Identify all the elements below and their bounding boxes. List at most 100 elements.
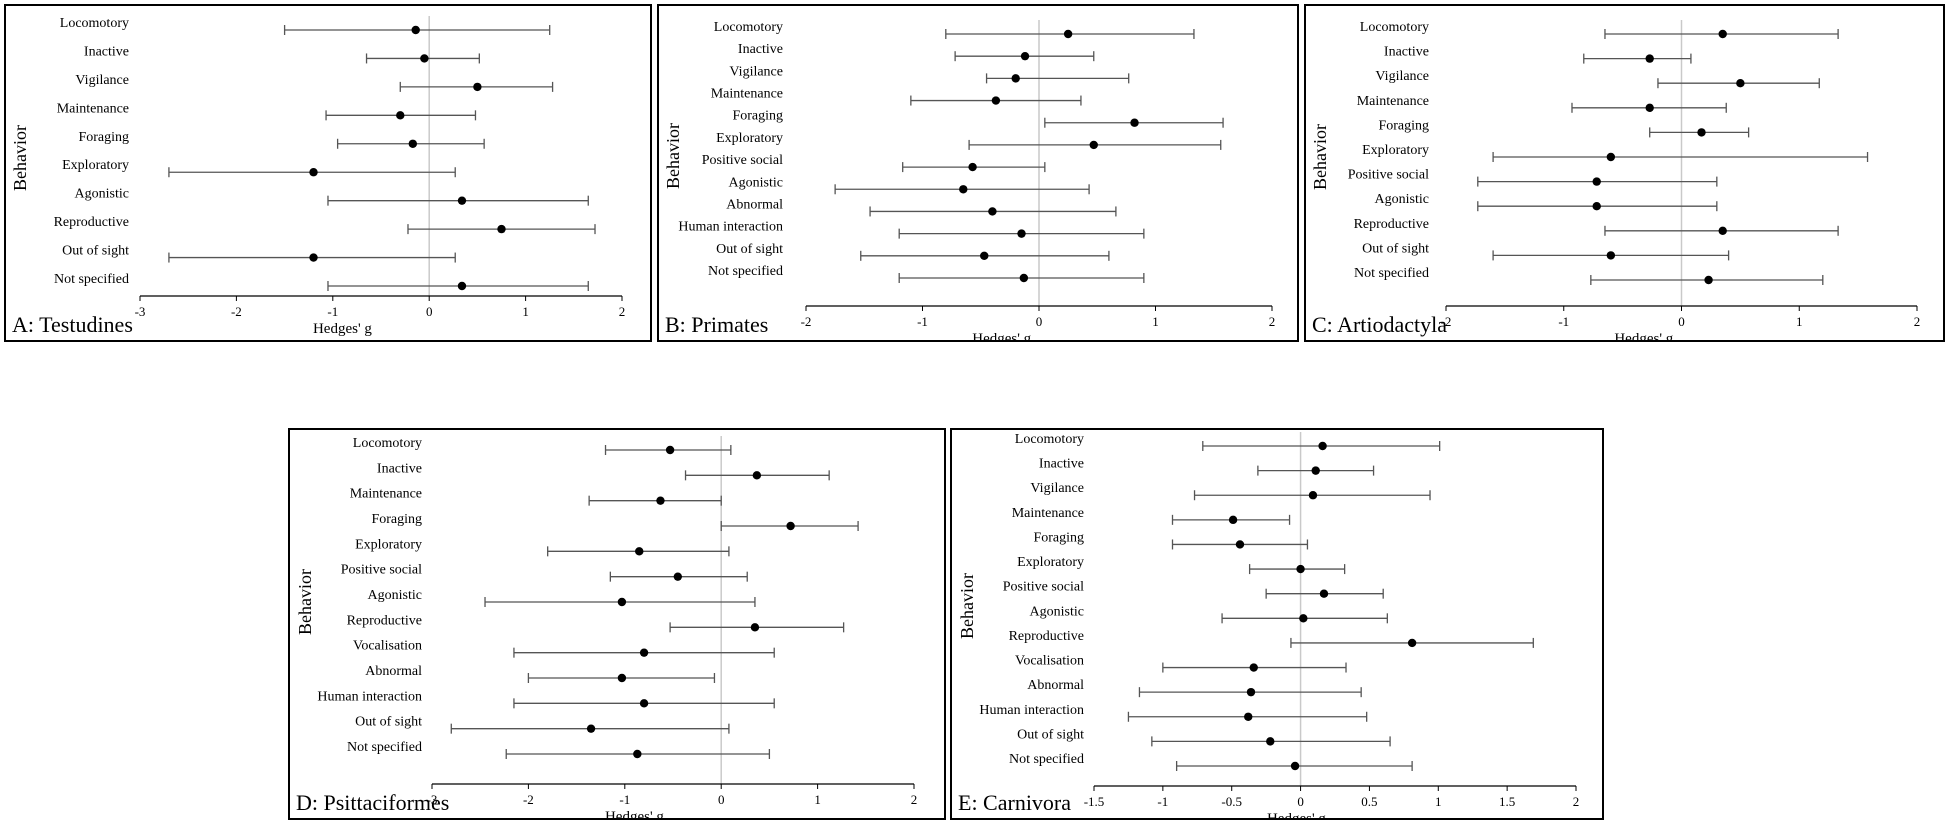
- x-tick-label: -2: [801, 314, 812, 329]
- category-label: Vigilance: [729, 64, 783, 79]
- effect-size-point: [1063, 29, 1073, 39]
- effect-size-point: [1244, 712, 1253, 721]
- category-label: Foraging: [78, 130, 129, 145]
- effect-size-point: [656, 496, 665, 505]
- category-label: Not specified: [347, 740, 422, 755]
- category-label: Locomotory: [1360, 20, 1429, 35]
- category-label: Locomotory: [1015, 432, 1084, 447]
- effect-size-point: [457, 281, 467, 291]
- x-tick-label: 1: [814, 792, 821, 807]
- effect-size-point: [1017, 229, 1026, 238]
- effect-size-point: [1718, 226, 1727, 235]
- x-tick-label: -3: [427, 792, 438, 807]
- x-tick-label: -2: [1441, 314, 1452, 329]
- y-axis-title: Behavior: [663, 123, 683, 189]
- y-axis-title: Behavior: [10, 125, 30, 191]
- x-tick-label: 0: [426, 304, 433, 319]
- category-label: Positive social: [1003, 580, 1084, 595]
- effect-size-point: [1704, 275, 1713, 285]
- chart-svg: -3 -2 -1 0 1 2 Hedges' g Behavior Locomotory Inac…: [10, 16, 625, 337]
- effect-size-point: [1645, 54, 1654, 63]
- effect-size-point: [1592, 177, 1601, 186]
- category-label: Out of sight: [62, 244, 129, 259]
- x-tick-label: 2: [911, 792, 918, 807]
- category-label: Abnormal: [1027, 678, 1084, 693]
- x-axis-title: Hedges' g: [1614, 331, 1673, 340]
- x-tick-label: 0: [1678, 314, 1685, 329]
- effect-size-point: [1736, 79, 1745, 88]
- category-label: Locomotory: [353, 436, 422, 451]
- x-axis-title: Hedges' g: [605, 809, 664, 818]
- forest-plot-artiodactyla: -2 -1 0 1 2 Hedges' g Behavior Locomotory Inacti…: [1304, 4, 1945, 342]
- category-label: Vocalisation: [1015, 654, 1084, 669]
- forest-plot-carnivora: -1.5 -1 -0.5 0 0.5 1 1.5 2 Hedges' g Behavior Loco…: [950, 428, 1604, 820]
- category-label: Out of sight: [716, 242, 783, 257]
- category-label: Maintenance: [1357, 94, 1429, 109]
- category-label: Not specified: [1354, 266, 1429, 281]
- category-label: Locomotory: [60, 16, 129, 31]
- x-tick-label: -1: [1157, 794, 1168, 809]
- x-tick-label: 2: [1573, 794, 1580, 809]
- effect-size-point: [1020, 51, 1030, 61]
- category-label: Agonistic: [75, 187, 129, 202]
- category-label: Human interaction: [979, 703, 1084, 718]
- effect-size-point: [1266, 737, 1275, 746]
- effect-size-point: [1718, 29, 1727, 39]
- category-label: Inactive: [738, 42, 783, 57]
- x-tick-label: 1: [1796, 314, 1803, 329]
- effect-size-point: [309, 168, 318, 177]
- effect-size-point: [617, 597, 627, 607]
- effect-size-point: [786, 521, 795, 531]
- x-tick-label: -1: [327, 304, 338, 319]
- effect-size-point: [497, 224, 506, 234]
- chart-svg: -2 -1 0 1 2 Hedges' g Behavior Locomotory Inacti…: [1310, 20, 1921, 340]
- effect-size-point: [639, 648, 649, 657]
- category-label: Abnormal: [726, 197, 783, 212]
- effect-size-point: [1606, 251, 1616, 260]
- category-label: Human interaction: [317, 689, 422, 704]
- y-axis-title: Behavior: [295, 569, 315, 635]
- effect-size-point: [639, 699, 649, 708]
- category-label: Vocalisation: [353, 639, 422, 654]
- category-label: Exploratory: [62, 158, 129, 173]
- effect-size-point: [991, 96, 1001, 105]
- category-label: Inactive: [377, 461, 422, 476]
- panel-label: C: Artiodactyla: [1312, 312, 1448, 337]
- category-label: Agonistic: [729, 175, 783, 190]
- panel-label: D: Psittaciformes: [296, 790, 450, 815]
- effect-size-point: [1290, 761, 1300, 771]
- effect-size-point: [752, 471, 762, 480]
- effect-size-point: [1592, 202, 1601, 211]
- category-label: Inactive: [1039, 457, 1084, 472]
- x-axis-title: Hedges' g: [1267, 811, 1326, 818]
- effect-size-point: [396, 111, 405, 120]
- effect-size-point: [1089, 140, 1098, 150]
- x-tick-label: -3: [135, 304, 146, 319]
- effect-size-point: [473, 82, 482, 92]
- y-axis-title: Behavior: [1310, 124, 1330, 190]
- category-label: Maintenance: [57, 101, 129, 116]
- x-tick-label: -1: [917, 314, 928, 329]
- category-label: Maintenance: [711, 87, 783, 102]
- category-label: Reproductive: [1009, 629, 1084, 644]
- chart-svg: -3 -2 -1 0 1 2 Hedges' g Behavior Locomotory Inac…: [295, 436, 918, 818]
- x-tick-label: 0: [1036, 314, 1043, 329]
- effect-size-point: [1296, 564, 1305, 574]
- x-tick-label: -0.5: [1221, 794, 1242, 809]
- effect-size-point: [635, 547, 644, 556]
- effect-size-point: [1249, 663, 1258, 672]
- x-tick-label: 2: [1914, 314, 1921, 329]
- effect-size-point: [673, 572, 683, 581]
- category-label: Abnormal: [365, 664, 422, 679]
- category-label: Reproductive: [54, 215, 129, 230]
- category-label: Vigilance: [1375, 69, 1429, 84]
- x-tick-label: 0.5: [1361, 794, 1377, 809]
- forest-plot-testudines: -3 -2 -1 0 1 2 Hedges' g Behavior Locomotory Inac…: [4, 4, 652, 342]
- effect-size-point: [1130, 118, 1139, 127]
- category-label: Exploratory: [1017, 555, 1084, 570]
- chart-svg: -1.5 -1 -0.5 0 0.5 1 1.5 2 Hedges' g Behavior Loco…: [957, 432, 1580, 818]
- category-label: Locomotory: [714, 20, 783, 35]
- category-label: Vigilance: [75, 73, 129, 88]
- effect-size-point: [1697, 128, 1706, 137]
- category-label: Out of sight: [1362, 241, 1429, 256]
